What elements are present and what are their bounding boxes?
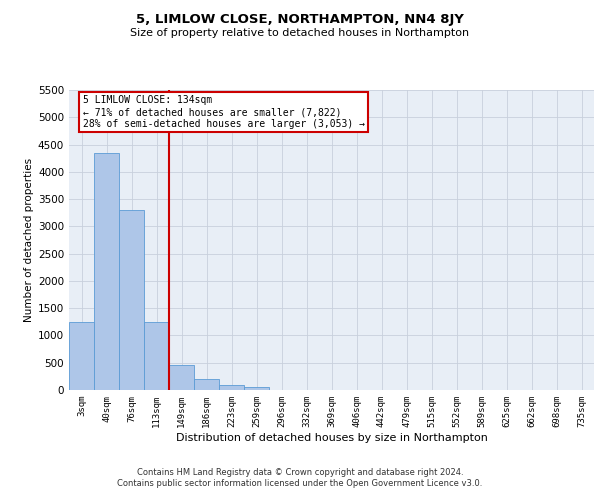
Bar: [69, 322, 94, 390]
Text: Size of property relative to detached houses in Northampton: Size of property relative to detached ho…: [130, 28, 470, 38]
Bar: [119, 210, 144, 390]
Bar: [219, 385, 244, 390]
Bar: [244, 386, 269, 390]
Bar: [94, 152, 119, 390]
X-axis label: Distribution of detached houses by size in Northampton: Distribution of detached houses by size …: [176, 432, 487, 442]
Y-axis label: Number of detached properties: Number of detached properties: [24, 158, 34, 322]
Text: Contains HM Land Registry data © Crown copyright and database right 2024.
Contai: Contains HM Land Registry data © Crown c…: [118, 468, 482, 487]
Text: 5 LIMLOW CLOSE: 134sqm
← 71% of detached houses are smaller (7,822)
28% of semi-: 5 LIMLOW CLOSE: 134sqm ← 71% of detached…: [83, 96, 365, 128]
Text: 5, LIMLOW CLOSE, NORTHAMPTON, NN4 8JY: 5, LIMLOW CLOSE, NORTHAMPTON, NN4 8JY: [136, 12, 464, 26]
Bar: [169, 366, 194, 390]
Bar: [144, 322, 169, 390]
Bar: [194, 379, 219, 390]
